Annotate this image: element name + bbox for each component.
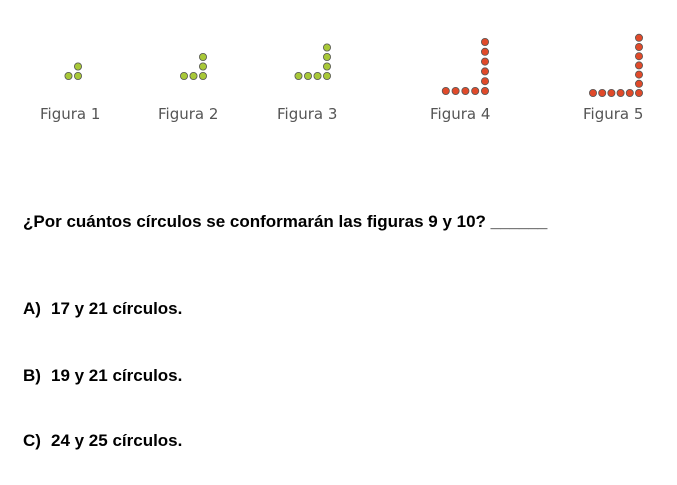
figure-5-column-dot — [635, 62, 642, 69]
figure-5-dots — [589, 34, 642, 96]
figure-4-column-dot — [481, 38, 488, 45]
figure-2-row-dot — [180, 72, 187, 79]
figure-1-dots — [65, 63, 82, 80]
figure-4-dots — [442, 38, 488, 94]
figure-2-dots — [180, 53, 206, 79]
figure-3-row-dot — [304, 72, 311, 79]
figure-2-row-dot — [190, 72, 197, 79]
figure-5-row-dot — [589, 89, 596, 96]
option-c[interactable]: C)24 y 25 círculos. — [23, 431, 182, 451]
figure-1-row-dot — [74, 72, 81, 79]
option-a-text: 17 y 21 círculos. — [51, 299, 182, 318]
figure-4-row-dot — [462, 87, 469, 94]
figure-3-column-dot — [323, 44, 330, 51]
figure-3-row-dot — [314, 72, 321, 79]
figure-3-row-dot — [295, 72, 302, 79]
figure-5-column-dot — [635, 43, 642, 50]
figure-4-column-dot — [481, 68, 488, 75]
figure-2-column-dot — [199, 53, 206, 60]
option-b-text: 19 y 21 círculos. — [51, 366, 182, 385]
question-text: ¿Por cuántos círculos se conformarán las… — [23, 212, 547, 232]
option-c-text: 24 y 25 círculos. — [51, 431, 182, 450]
figure-5-row-dot — [599, 89, 606, 96]
figure-5-row-dot — [626, 89, 633, 96]
figure-3-column-dot — [323, 63, 330, 70]
figure-3-row-dot — [323, 72, 330, 79]
figure-5-column-dot — [635, 71, 642, 78]
figure-4-row-dot — [442, 87, 449, 94]
figure-3-label: Figura 3 — [277, 105, 337, 123]
figure-3-dots — [295, 44, 331, 80]
option-c-letter: C) — [23, 431, 51, 451]
figure-2-column-dot — [199, 63, 206, 70]
figure-4-row-dot — [472, 87, 479, 94]
figure-1-label: Figura 1 — [40, 105, 100, 123]
figure-2-label: Figura 2 — [158, 105, 218, 123]
figure-1-column-dot — [74, 63, 81, 70]
figure-2-row-dot — [199, 72, 206, 79]
figure-4-column-dot — [481, 78, 488, 85]
figure-4-row-dot — [481, 87, 488, 94]
figure-4-column-dot — [481, 48, 488, 55]
figure-5-row-dot — [617, 89, 624, 96]
figure-5-column-dot — [635, 34, 642, 41]
figure-5-row-dot — [635, 89, 642, 96]
figure-5-label: Figura 5 — [583, 105, 643, 123]
figure-1-row-dot — [65, 72, 72, 79]
figure-3-column-dot — [323, 53, 330, 60]
option-b[interactable]: B)19 y 21 círculos. — [23, 366, 182, 386]
option-b-letter: B) — [23, 366, 51, 386]
figure-4-label: Figura 4 — [430, 105, 490, 123]
option-a[interactable]: A)17 y 21 círculos. — [23, 299, 182, 319]
figure-5-column-dot — [635, 80, 642, 87]
figure-5-column-dot — [635, 53, 642, 60]
figure-5-row-dot — [608, 89, 615, 96]
figure-sequence — [0, 0, 677, 140]
option-a-letter: A) — [23, 299, 51, 319]
figure-4-row-dot — [452, 87, 459, 94]
figure-4-column-dot — [481, 58, 488, 65]
